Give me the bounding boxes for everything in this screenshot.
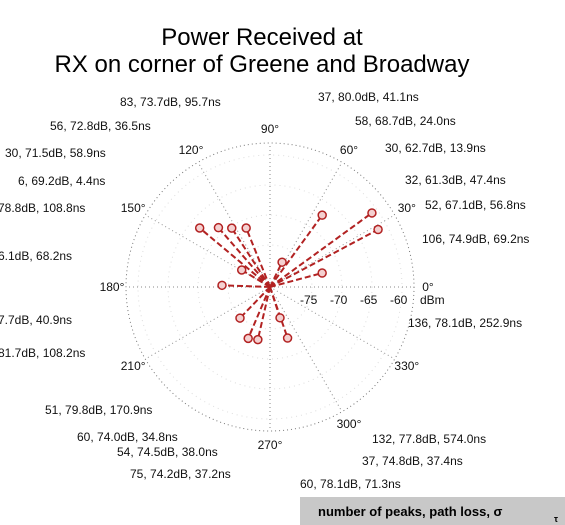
- grid-spoke: [145, 286, 271, 360]
- ray: [269, 272, 323, 288]
- ray: [239, 286, 271, 319]
- r-tick-label: -75: [300, 293, 318, 307]
- theta-tick-label: 60°: [340, 143, 358, 157]
- annotation: 37, 80.0dB, 41.1ns: [318, 90, 419, 104]
- r-tick-label: -65: [360, 293, 378, 307]
- annotation: 30, 71.5dB, 58.9ns: [5, 146, 106, 160]
- note-subscript: τ: [554, 514, 558, 524]
- grid-circle: [167, 184, 373, 390]
- ray: [269, 214, 324, 288]
- point: [194, 223, 205, 233]
- annotation: 37, 74.8dB, 37.4ns: [362, 454, 463, 468]
- note-box: [300, 497, 565, 525]
- annotation: 106, 74.9dB, 69.2ns: [422, 232, 529, 246]
- ray: [217, 227, 271, 288]
- r-tick-label: -70: [330, 293, 348, 307]
- ray: [269, 212, 373, 288]
- annotation: 32, 61.3dB, 47.4ns: [405, 173, 506, 187]
- annotation: 83, 73.7dB, 95.7ns: [120, 95, 221, 109]
- annotation: 54, 74.5dB, 38.0ns: [117, 445, 218, 459]
- theta-tick-label: 150°: [121, 201, 146, 215]
- theta-tick-label: 210°: [121, 359, 146, 373]
- ray: [241, 269, 271, 288]
- annotation: 30, 62.7dB, 13.9ns: [385, 141, 486, 155]
- point: [243, 333, 253, 344]
- ray: [245, 227, 271, 288]
- ray: [230, 227, 271, 288]
- point: [275, 313, 285, 323]
- annotation: 51, 79.8dB, 170.9ns: [45, 403, 152, 417]
- ray: [269, 286, 289, 339]
- grid-spoke: [269, 286, 395, 360]
- annotation: 7.7dB, 40.9ns: [0, 313, 72, 327]
- grid-circle: [227, 244, 313, 330]
- theta-tick-label: 180°: [100, 280, 125, 294]
- annotation: 132, 77.8dB, 574.0ns: [372, 432, 486, 446]
- point: [227, 223, 237, 233]
- theta-tick-label: 300°: [337, 417, 362, 431]
- ray: [247, 286, 271, 339]
- note-text: number of peaks, path loss, σ: [318, 504, 503, 519]
- chart-title: RX on corner of Greene and Broadway: [55, 51, 470, 78]
- ray: [269, 228, 379, 288]
- annotation: 6, 69.2dB, 4.4ns: [18, 174, 105, 188]
- ray: [199, 227, 271, 288]
- annotation: 81.7dB, 108.2ns: [0, 346, 85, 360]
- annotation: 60, 78.1dB, 71.3ns: [300, 477, 401, 491]
- annotation: 60, 74.0dB, 34.8ns: [77, 430, 178, 444]
- point: [277, 257, 287, 267]
- theta-tick-label: 30°: [398, 201, 416, 215]
- annotation: 78.8dB, 108.8ns: [0, 201, 85, 215]
- ray: [269, 286, 281, 319]
- annotation: 58, 68.7dB, 24.0ns: [355, 114, 456, 128]
- annotation: 136, 78.1dB, 252.9ns: [408, 316, 522, 330]
- ray: [221, 284, 271, 288]
- annotation: 6.1dB, 68.2ns: [0, 249, 72, 263]
- r-axis-label: dBm: [420, 293, 445, 307]
- point: [253, 334, 263, 345]
- theta-tick-label: 0°: [422, 280, 434, 294]
- point: [217, 280, 227, 291]
- outer-circle: [125, 142, 415, 432]
- annotation: 52, 67.1dB, 56.8ns: [425, 198, 526, 212]
- point: [282, 333, 293, 343]
- point: [317, 210, 327, 220]
- theta-tick-label: 330°: [394, 359, 419, 373]
- point: [373, 224, 383, 235]
- point: [235, 313, 245, 323]
- annotation: 56, 72.8dB, 36.5ns: [50, 119, 151, 133]
- ray: [256, 286, 271, 340]
- chart-title: Power Received at: [161, 24, 363, 51]
- grid-spoke: [269, 286, 343, 412]
- point: [236, 265, 247, 275]
- theta-tick-label: 90°: [261, 122, 279, 136]
- annotation: 75, 74.2dB, 37.2ns: [130, 467, 231, 481]
- point: [367, 208, 377, 218]
- point: [317, 268, 327, 278]
- r-tick-label: -60: [390, 293, 408, 307]
- theta-tick-label: 270°: [258, 438, 283, 452]
- point: [213, 222, 224, 233]
- theta-tick-label: 120°: [179, 143, 204, 157]
- point: [241, 223, 251, 233]
